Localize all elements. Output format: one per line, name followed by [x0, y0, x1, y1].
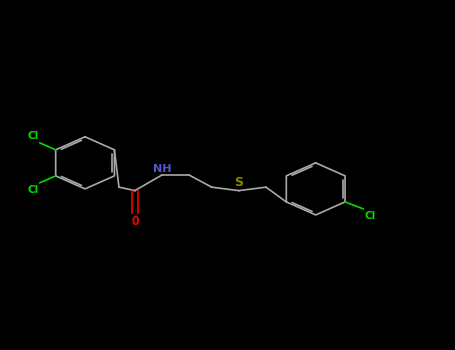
Text: S: S	[234, 176, 243, 189]
Text: Cl: Cl	[28, 131, 39, 141]
Text: O: O	[131, 215, 138, 228]
Text: NH: NH	[153, 164, 171, 174]
Text: Cl: Cl	[28, 184, 39, 195]
Text: Cl: Cl	[364, 211, 375, 220]
